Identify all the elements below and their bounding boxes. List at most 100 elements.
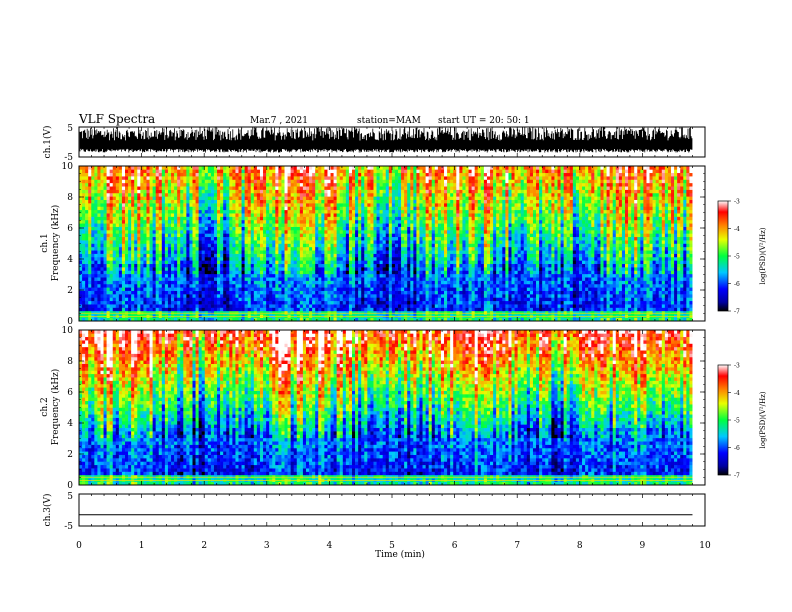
spectrogram-cell — [131, 223, 135, 227]
spectrogram-cell — [85, 166, 89, 170]
spectrogram-cell — [253, 310, 258, 315]
spectrogram-cell — [217, 246, 221, 251]
spectrogram-cell — [103, 310, 107, 315]
spectrogram-cell — [296, 256, 301, 261]
spectrogram-cell — [299, 196, 304, 200]
spectrogram-cell — [290, 300, 295, 305]
spectrogram-cell — [100, 186, 104, 190]
spectrogram-cell — [177, 196, 181, 200]
spectrogram-cell — [259, 236, 264, 241]
spectrogram-cell — [223, 216, 227, 221]
spectrogram-cell — [336, 243, 341, 248]
spectrogram-cell — [391, 250, 396, 254]
spectrogram-cell — [94, 283, 98, 288]
spectrogram-cell — [296, 203, 301, 207]
spectrogram-cell — [388, 236, 393, 241]
spectrogram-cell — [382, 230, 387, 234]
spectrogram-cell — [367, 297, 371, 302]
spectrogram-cell — [358, 196, 362, 200]
spectrogram-cell — [134, 172, 138, 177]
spectrogram-cell — [410, 304, 414, 308]
spectrogram-cell — [171, 213, 175, 217]
spectrogram-cell — [167, 250, 172, 254]
spectrogram-cell — [155, 196, 160, 200]
spectrogram-cell — [171, 290, 175, 295]
spectrogram-cell — [391, 270, 396, 275]
spectrogram-cell — [376, 233, 380, 238]
spectrogram-cell — [232, 307, 236, 312]
spectrogram-cell — [275, 250, 279, 254]
spectrogram-cell — [309, 166, 313, 170]
spectrogram-cell — [226, 243, 230, 248]
spectrogram-cell — [352, 240, 356, 244]
spectrogram-cell — [223, 206, 227, 211]
spectrogram-cell — [299, 179, 304, 184]
spectrogram-cell — [171, 260, 175, 265]
spectrogram-cell — [352, 182, 356, 187]
spectrogram-cell — [256, 169, 261, 174]
spectrogram-cell — [272, 179, 276, 184]
spectrogram-cell — [256, 294, 261, 298]
spectrogram-cell — [250, 206, 255, 211]
spectrogram-cell — [364, 263, 368, 268]
spectrogram-cell — [158, 166, 163, 170]
spectrogram-cell — [309, 283, 313, 288]
spectrogram-cell — [269, 250, 273, 254]
spectrogram-cell — [244, 189, 249, 194]
spectrogram-cell — [177, 273, 181, 278]
spectrogram-cell — [232, 209, 236, 214]
spectrogram-cell — [118, 290, 123, 295]
spectrogram-cell — [339, 294, 344, 298]
spectrogram-cell — [352, 290, 356, 295]
spectrogram-cell — [149, 280, 153, 285]
spectrogram-cell — [171, 206, 175, 211]
spectrogram-cell — [115, 240, 120, 244]
spectrogram-cell — [164, 283, 169, 288]
spectrogram-cell — [358, 189, 362, 194]
spectrogram-cell — [232, 216, 236, 221]
spectrogram-cell — [97, 290, 101, 295]
spectrogram-cell — [128, 267, 132, 271]
spectrogram-cell — [336, 317, 341, 321]
spectrogram-cell — [247, 273, 252, 278]
spectrogram-cell — [247, 260, 252, 265]
spectrogram-cell — [284, 307, 288, 312]
spectrogram-cell — [318, 216, 322, 221]
spectrogram-cell — [305, 310, 310, 315]
spectrogram-cell — [97, 267, 101, 271]
spectrogram-cell — [195, 267, 199, 271]
spectrogram-cell — [253, 253, 258, 258]
spectrogram-cell — [287, 246, 291, 251]
spectrogram-cell — [388, 166, 393, 170]
spectrogram-cell — [94, 263, 98, 268]
spectrogram-cell — [333, 179, 337, 184]
spectrogram-cell — [342, 270, 347, 275]
spectrogram-cell — [241, 280, 245, 285]
spectrogram-cell — [164, 206, 169, 211]
spectrogram-cell — [293, 304, 298, 308]
spectrogram-cell — [140, 317, 144, 321]
spectrogram-cell — [235, 172, 239, 177]
spectrogram-cell — [348, 219, 353, 224]
spectrogram-cell — [407, 253, 411, 258]
spectrogram-cell — [128, 223, 132, 227]
spectrogram-cell — [333, 203, 337, 207]
spectrogram-cell — [342, 189, 347, 194]
spectrogram-cell — [140, 283, 144, 288]
spectrogram-cell — [223, 294, 227, 298]
spectrogram-cell — [201, 226, 206, 231]
spectrogram-cell — [223, 209, 227, 214]
spectrogram-cell — [97, 250, 101, 254]
spectrogram-cell — [134, 179, 138, 184]
spectrogram-cell — [398, 236, 402, 241]
spectrogram-cell — [217, 250, 221, 254]
spectrogram-cell — [339, 310, 344, 315]
spectrogram-cell — [223, 304, 227, 308]
spectrogram-cell — [287, 196, 291, 200]
spectrogram-cell — [213, 310, 218, 315]
spectrogram-cell — [217, 300, 221, 305]
spectrogram-cell — [232, 192, 236, 197]
spectrogram-cell — [103, 206, 107, 211]
spectrogram-cell — [275, 280, 279, 285]
spectrogram-cell — [238, 182, 242, 187]
